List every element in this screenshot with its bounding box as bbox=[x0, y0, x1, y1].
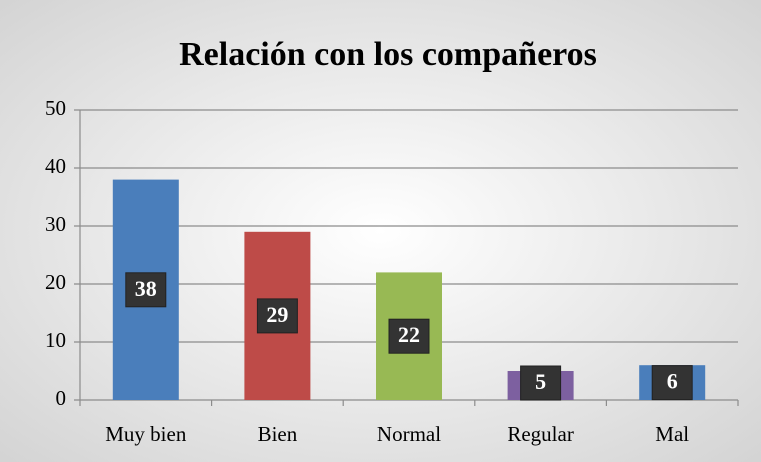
data-label: 6 bbox=[667, 369, 678, 394]
y-tick-label: 10 bbox=[45, 328, 66, 352]
data-label-box bbox=[388, 318, 430, 354]
data-label: 22 bbox=[398, 322, 420, 347]
x-tick-label: Mal bbox=[655, 422, 689, 446]
x-tick-label: Regular bbox=[507, 422, 573, 446]
y-tick-label: 30 bbox=[45, 212, 66, 236]
x-tick-label: Normal bbox=[377, 422, 441, 446]
data-label: 29 bbox=[266, 302, 288, 327]
y-tick-label: 40 bbox=[45, 154, 66, 178]
y-tick-label: 50 bbox=[45, 96, 66, 120]
data-label: 5 bbox=[535, 369, 546, 394]
data-label-box bbox=[520, 365, 562, 401]
x-tick-label: Bien bbox=[258, 422, 298, 446]
x-tick-label: Muy bien bbox=[105, 422, 187, 446]
data-label-box bbox=[256, 298, 298, 334]
data-label-box bbox=[651, 365, 693, 401]
y-tick-label: 0 bbox=[56, 386, 67, 410]
data-label-box bbox=[125, 272, 167, 308]
data-label: 38 bbox=[135, 276, 157, 301]
chart-title: Relación con los compañeros bbox=[179, 36, 597, 73]
y-tick-label: 20 bbox=[45, 270, 66, 294]
